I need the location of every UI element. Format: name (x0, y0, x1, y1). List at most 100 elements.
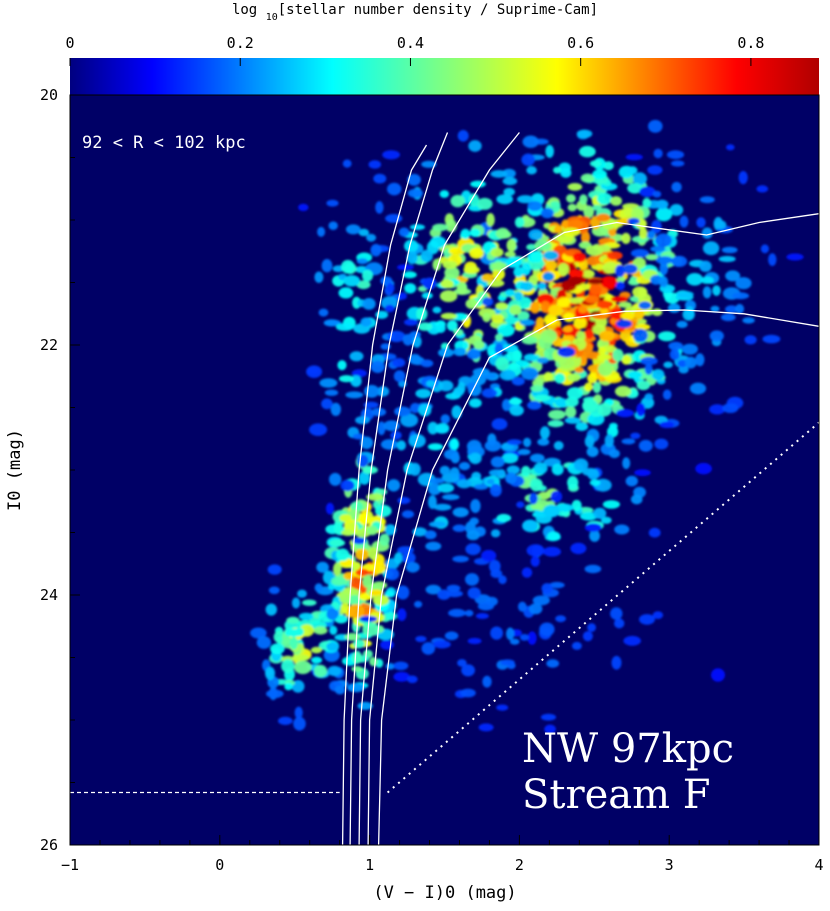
density-blob (482, 675, 492, 688)
density-blob (426, 380, 436, 387)
density-blob (396, 585, 410, 600)
density-blob (517, 195, 534, 204)
density-blob (265, 666, 276, 681)
density-blob (494, 333, 504, 342)
density-blob (385, 213, 403, 223)
density-blob (616, 319, 632, 328)
density-blob (482, 297, 494, 307)
density-blob (472, 367, 490, 377)
density-blob (337, 360, 347, 371)
density-blob (636, 403, 646, 417)
density-blob (390, 431, 402, 440)
density-blob (615, 281, 625, 291)
density-blob (467, 587, 481, 599)
density-blob (540, 713, 557, 721)
density-blob (540, 301, 551, 313)
density-blob (553, 166, 562, 174)
density-blob (756, 185, 769, 193)
density-blob (627, 182, 643, 194)
density-blob (509, 304, 522, 316)
density-blob (495, 357, 509, 371)
density-blob (556, 503, 574, 512)
density-blob (353, 639, 365, 649)
density-blob (402, 334, 414, 346)
density-blob (651, 219, 662, 234)
density-blob (514, 291, 523, 301)
density-blob (394, 552, 403, 565)
density-blob (632, 328, 648, 342)
density-blob (500, 343, 519, 353)
density-blob (592, 204, 602, 211)
density-blob (589, 479, 601, 487)
density-blob (362, 269, 373, 282)
density-blob (519, 634, 530, 641)
density-blob (445, 219, 457, 233)
density-blob (496, 194, 513, 205)
density-blob (404, 239, 419, 253)
colorbar-gradient (70, 58, 819, 95)
density-blob (642, 197, 651, 209)
density-blob (618, 301, 632, 308)
density-blob (432, 223, 449, 232)
density-blob (582, 631, 593, 642)
density-blob (313, 626, 328, 635)
density-blob (520, 281, 534, 292)
stream-name-label: Stream F (522, 772, 711, 818)
density-blob (527, 631, 537, 645)
isochrone-line (349, 132, 449, 845)
density-blob (384, 524, 397, 536)
density-blob (602, 500, 621, 509)
density-blob (364, 384, 380, 398)
density-blob (496, 704, 509, 711)
density-blob (414, 600, 423, 608)
density-blob (358, 471, 371, 485)
density-blob (366, 525, 378, 536)
density-blob (571, 499, 582, 512)
density-blob (531, 250, 544, 263)
density-blob (514, 216, 525, 228)
density-blob (547, 531, 561, 541)
density-blob (407, 188, 423, 198)
density-blob (546, 659, 560, 668)
density-blob (505, 472, 517, 485)
density-blob (625, 153, 643, 161)
density-blob (517, 310, 530, 321)
density-blob (516, 501, 525, 509)
isochrone-curves (341, 132, 819, 845)
density-blob (652, 611, 664, 619)
density-blob (310, 646, 323, 654)
density-blob (316, 561, 329, 573)
density-blob (504, 251, 516, 258)
density-blob (625, 475, 638, 487)
density-blob (671, 181, 682, 193)
density-blob (630, 432, 641, 439)
density-blob (614, 524, 630, 535)
density-blob (393, 370, 406, 383)
density-blob (542, 272, 555, 282)
colorbar-tick-label: 0.6 (567, 34, 594, 52)
density-blob (408, 353, 422, 365)
density-blob (509, 405, 524, 416)
density-blob (696, 217, 706, 228)
density-blob (284, 682, 293, 691)
density-blob (357, 454, 369, 468)
density-blob (435, 423, 450, 434)
density-blob (527, 400, 542, 410)
density-blob (380, 439, 399, 450)
density-blob (452, 555, 469, 563)
density-blob (313, 664, 328, 678)
density-blob (659, 421, 675, 429)
density-blob (450, 194, 465, 208)
density-blob (402, 271, 417, 279)
density-blob (568, 269, 584, 278)
density-blob (573, 316, 587, 330)
density-blob (560, 167, 572, 178)
density-blob (270, 643, 285, 655)
density-blob (726, 144, 735, 151)
density-blob (422, 277, 437, 290)
density-blob (638, 301, 652, 310)
density-blob (585, 351, 601, 360)
density-blob (578, 305, 588, 314)
density-blob (548, 409, 566, 420)
colorbar-tick-label: 0.8 (737, 34, 764, 52)
